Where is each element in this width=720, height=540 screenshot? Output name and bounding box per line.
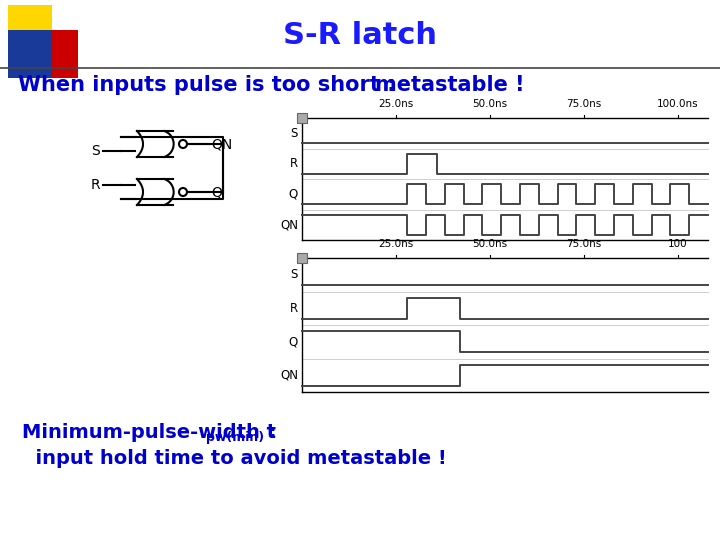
Text: R: R bbox=[290, 302, 298, 315]
Text: QN: QN bbox=[280, 218, 298, 231]
Text: Q: Q bbox=[289, 335, 298, 348]
Text: S: S bbox=[291, 268, 298, 281]
Text: R: R bbox=[91, 178, 100, 192]
Polygon shape bbox=[8, 5, 52, 52]
Text: QN: QN bbox=[280, 369, 298, 382]
Circle shape bbox=[179, 140, 187, 148]
Text: 100.0ns: 100.0ns bbox=[657, 99, 698, 109]
Text: 100: 100 bbox=[668, 239, 688, 249]
Text: When inputs pulse is too short :: When inputs pulse is too short : bbox=[18, 75, 402, 95]
Text: 50.0ns: 50.0ns bbox=[472, 239, 508, 249]
Text: pw(min): pw(min) bbox=[206, 430, 264, 443]
Text: Minimum-pulse-width t: Minimum-pulse-width t bbox=[22, 422, 276, 442]
Text: S: S bbox=[291, 127, 298, 140]
Text: :: : bbox=[262, 422, 276, 442]
Polygon shape bbox=[8, 30, 52, 78]
Text: 25.0ns: 25.0ns bbox=[378, 99, 413, 109]
Text: input hold time to avoid metastable !: input hold time to avoid metastable ! bbox=[22, 449, 446, 468]
Text: Q: Q bbox=[289, 188, 298, 201]
Text: 75.0ns: 75.0ns bbox=[567, 239, 602, 249]
Text: metastable !: metastable ! bbox=[375, 75, 524, 95]
Text: R: R bbox=[290, 157, 298, 170]
Text: Q: Q bbox=[211, 185, 222, 199]
Bar bbox=[297, 113, 307, 123]
Bar bbox=[297, 253, 307, 263]
Circle shape bbox=[179, 188, 187, 196]
Text: 50.0ns: 50.0ns bbox=[472, 99, 508, 109]
Text: S: S bbox=[91, 144, 100, 158]
Text: S-R latch: S-R latch bbox=[283, 21, 437, 50]
Text: 25.0ns: 25.0ns bbox=[378, 239, 413, 249]
Text: QN: QN bbox=[211, 137, 233, 151]
Text: 75.0ns: 75.0ns bbox=[567, 99, 602, 109]
Polygon shape bbox=[35, 30, 78, 78]
